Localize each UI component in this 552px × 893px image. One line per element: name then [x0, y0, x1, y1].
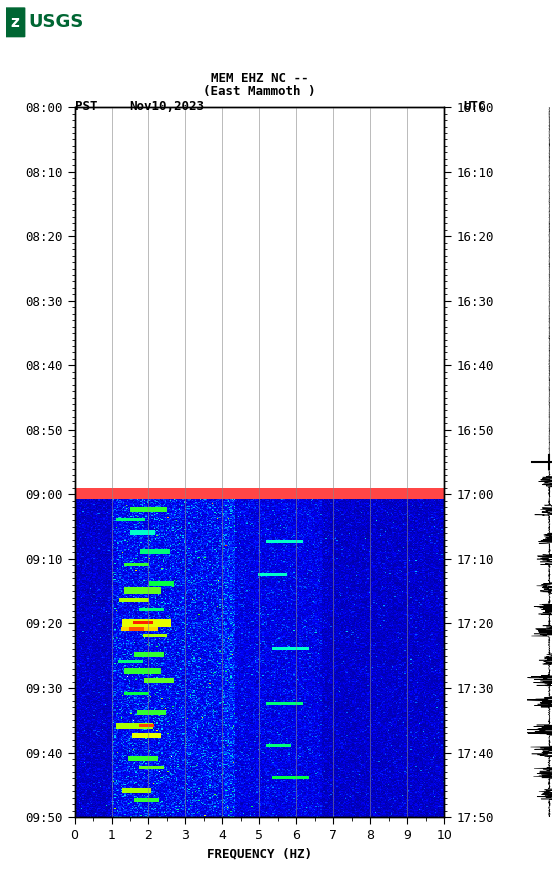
Text: (East Mammoth ): (East Mammoth )	[203, 85, 316, 98]
FancyBboxPatch shape	[4, 7, 25, 38]
Text: MEM EHZ NC --: MEM EHZ NC --	[211, 71, 308, 85]
Text: UTC: UTC	[464, 100, 486, 113]
X-axis label: FREQUENCY (HZ): FREQUENCY (HZ)	[207, 847, 312, 861]
Text: Nov10,2023: Nov10,2023	[130, 100, 205, 113]
Text: z: z	[10, 15, 19, 29]
Text: USGS: USGS	[29, 13, 84, 31]
Text: PST: PST	[75, 100, 97, 113]
